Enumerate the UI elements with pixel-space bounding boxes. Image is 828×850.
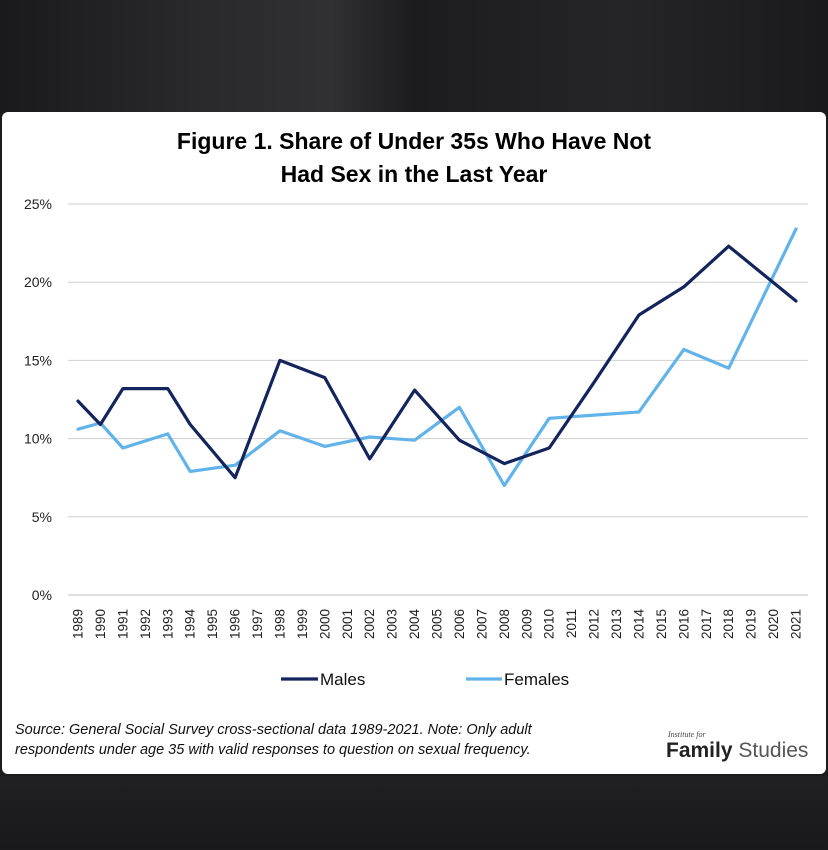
x-tick-label: 1989	[71, 609, 86, 639]
x-tick-label: 1990	[93, 609, 108, 639]
x-axis-ticks: 1989 1990 1991 1992 1993 1994 1995 1996 1997 1998…	[71, 609, 804, 640]
x-tick-label: 2009	[519, 609, 534, 639]
line-chart: Figure 1. Share of Under 35s Who Have No…	[24, 128, 808, 689]
x-tick-label: 2012	[587, 609, 602, 639]
y-tick-label: 10%	[24, 431, 52, 447]
x-tick-label: 1997	[250, 609, 265, 639]
chart-title-line2: Had Sex in the Last Year	[281, 161, 548, 187]
x-tick-label: 1999	[295, 609, 310, 639]
series-line-females	[76, 227, 798, 488]
chart-title-line1: Figure 1. Share of Under 35s Who Have No…	[177, 128, 651, 154]
ifs-logo: Institute for Family Studies	[666, 730, 826, 763]
x-tick-label: 2007	[474, 609, 489, 639]
x-tick-label: 2001	[340, 609, 355, 639]
background-bottom	[0, 776, 828, 850]
series-line-males	[76, 244, 798, 480]
x-tick-label: 2010	[542, 609, 557, 639]
x-tick-label: 2015	[654, 609, 669, 639]
y-tick-label: 0%	[32, 587, 52, 603]
logo-word-studies: Studies	[738, 739, 809, 762]
grid-lines	[68, 203, 808, 596]
x-tick-label: 2018	[721, 609, 736, 639]
logo-main-text: Family Studies	[666, 739, 826, 763]
background-top	[0, 0, 828, 112]
y-tick-label: 25%	[24, 196, 52, 212]
x-tick-label: 2008	[497, 609, 512, 639]
x-tick-label: 1995	[205, 609, 220, 639]
x-tick-label: 1996	[228, 609, 243, 639]
x-tick-label: 1998	[272, 609, 287, 639]
x-tick-label: 2016	[676, 609, 691, 639]
source-note-line1: Source: General Social Survey cross-sect…	[15, 722, 532, 738]
x-tick-label: 2011	[564, 609, 579, 638]
y-tick-label: 15%	[24, 352, 52, 368]
x-tick-label: 1993	[160, 609, 175, 639]
chart-card: Figure 1. Share of Under 35s Who Have No…	[2, 112, 826, 774]
y-tick-label: 20%	[24, 274, 52, 290]
x-tick-label: 2000	[317, 609, 332, 639]
series-lines	[76, 227, 798, 488]
x-tick-label: 2005	[430, 609, 445, 639]
legend-label-females: Females	[504, 670, 569, 689]
y-axis-ticks: 0% 5% 10% 15% 20% 25%	[24, 196, 52, 603]
x-tick-label: 2017	[699, 609, 714, 639]
legend-label-males: Males	[320, 670, 365, 689]
source-note-line2: respondents under age 35 with valid resp…	[15, 742, 531, 758]
source-note: Source: General Social Survey cross-sect…	[15, 720, 635, 760]
logo-small-text: Institute for	[668, 730, 706, 739]
legend: Males Females	[281, 670, 569, 689]
x-tick-label: 1991	[115, 609, 130, 639]
x-tick-label: 2002	[362, 609, 377, 639]
x-tick-label: 2019	[744, 609, 759, 639]
x-tick-label: 2006	[452, 609, 467, 639]
y-tick-label: 5%	[32, 509, 52, 525]
logo-word-family: Family	[666, 739, 733, 762]
x-tick-label: 2013	[609, 609, 624, 639]
x-tick-label: 1992	[138, 609, 153, 639]
x-tick-label: 2014	[631, 609, 646, 640]
x-tick-label: 2004	[407, 609, 422, 640]
x-tick-label: 2020	[766, 609, 781, 639]
x-tick-label: 1994	[183, 609, 198, 640]
x-tick-label: 2021	[789, 609, 804, 639]
x-tick-label: 2003	[385, 609, 400, 639]
